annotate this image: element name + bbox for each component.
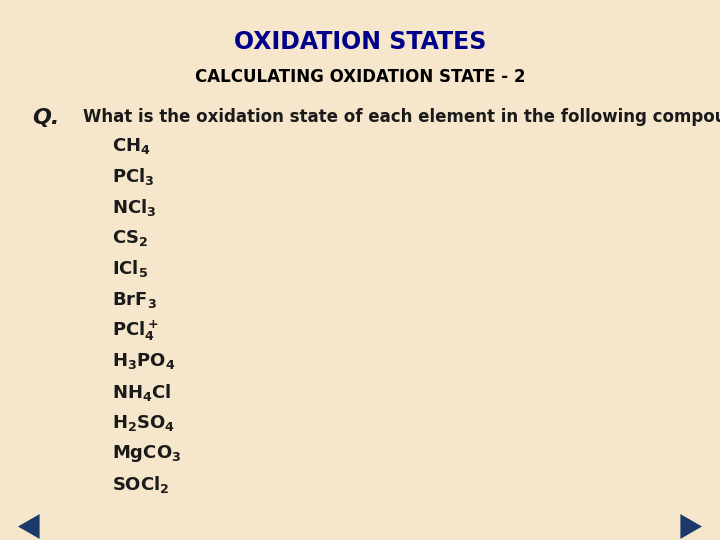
Text: $\mathregular{CH_4}$: $\mathregular{CH_4}$ [112, 136, 150, 156]
Text: $\mathregular{BrF_3}$: $\mathregular{BrF_3}$ [112, 289, 156, 310]
Text: $\mathregular{NCl_3}$: $\mathregular{NCl_3}$ [112, 197, 156, 218]
Text: OXIDATION STATES: OXIDATION STATES [234, 30, 486, 53]
Text: $\mathregular{CS_2}$: $\mathregular{CS_2}$ [112, 228, 148, 248]
Text: $\mathregular{PCl_3}$: $\mathregular{PCl_3}$ [112, 166, 154, 187]
Text: $\mathregular{ICl_5}$: $\mathregular{ICl_5}$ [112, 259, 148, 279]
Text: $\mathregular{H_3PO_4}$: $\mathregular{H_3PO_4}$ [112, 351, 175, 372]
Text: $\mathregular{NH_4Cl}$: $\mathregular{NH_4Cl}$ [112, 382, 171, 402]
Polygon shape [18, 514, 40, 539]
Text: $\mathregular{PCl_4^+}$: $\mathregular{PCl_4^+}$ [112, 319, 158, 343]
Text: $\mathregular{MgCO_3}$: $\mathregular{MgCO_3}$ [112, 443, 181, 464]
Polygon shape [680, 514, 702, 539]
Text: What is the oxidation state of each element in the following compounds/ions ?: What is the oxidation state of each elem… [83, 108, 720, 126]
Text: CALCULATING OXIDATION STATE - 2: CALCULATING OXIDATION STATE - 2 [194, 68, 526, 85]
Text: $\mathregular{SOCl_2}$: $\mathregular{SOCl_2}$ [112, 474, 169, 495]
Text: $\mathregular{H_2SO_4}$: $\mathregular{H_2SO_4}$ [112, 413, 175, 433]
Text: Q.: Q. [32, 108, 60, 128]
